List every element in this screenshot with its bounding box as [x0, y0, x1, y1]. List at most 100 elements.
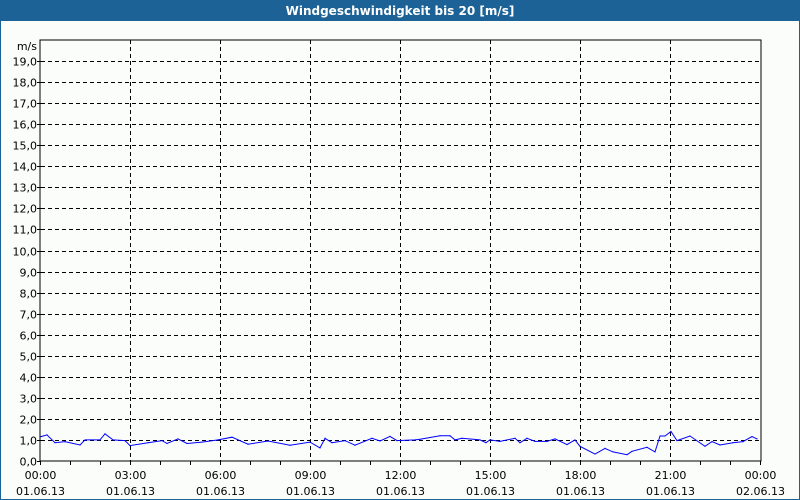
y-tick-label: 12,0	[13, 203, 38, 216]
data-point	[267, 440, 269, 442]
y-tick-label: 3,0	[20, 393, 38, 406]
x-tick-time: 03:00	[115, 469, 147, 482]
y-tick-label: 15,0	[13, 140, 38, 153]
data-point	[231, 436, 233, 438]
data-point	[574, 439, 576, 441]
data-point	[147, 442, 149, 444]
data-point	[54, 442, 56, 444]
x-tick-time: 00:00	[25, 469, 57, 482]
data-point	[612, 451, 614, 453]
data-point	[676, 439, 678, 442]
data-point	[526, 437, 528, 439]
x-tick-date: 01.06.13	[646, 485, 695, 498]
data-point	[309, 441, 311, 443]
data-point	[396, 439, 398, 442]
data-point	[711, 441, 713, 443]
data-point	[554, 438, 556, 440]
data-point	[732, 442, 734, 444]
y-tick-label: 6,0	[20, 330, 38, 343]
wind-speed-line	[40, 430, 758, 456]
data-point	[719, 444, 721, 446]
data-point	[389, 435, 391, 437]
data-point	[439, 435, 441, 437]
data-point	[344, 439, 346, 442]
data-point	[751, 435, 753, 438]
data-point	[379, 440, 381, 442]
x-tick-date: 01.06.13	[376, 485, 425, 498]
data-point	[129, 445, 131, 447]
data-point	[186, 442, 188, 445]
data-point	[217, 439, 219, 441]
data-point	[579, 445, 581, 447]
data-point	[201, 441, 203, 443]
data-point	[519, 442, 521, 444]
data-point	[479, 439, 481, 441]
x-tick-time: 12:00	[385, 469, 417, 482]
y-tick-label: 10,0	[13, 246, 38, 259]
data-point	[534, 440, 536, 443]
y-tick-label: 2,0	[20, 414, 38, 427]
x-tick-date: 01.06.13	[16, 485, 65, 498]
data-point	[594, 453, 596, 455]
y-tick-label: 17,0	[13, 98, 38, 111]
data-point	[161, 439, 163, 442]
y-axis-label: m/s	[17, 40, 37, 53]
data-point	[124, 439, 126, 442]
data-point	[419, 438, 421, 440]
data-point	[499, 440, 501, 443]
data-point	[324, 437, 326, 439]
data-point	[626, 454, 628, 456]
data-point	[414, 439, 416, 441]
y-tick-label: 5,0	[20, 351, 38, 364]
data-point	[604, 447, 606, 449]
x-tick-date: 02.06.13	[736, 485, 785, 498]
data-point	[654, 451, 656, 453]
y-tick-label: 19,0	[13, 56, 38, 69]
y-tick-label: 11,0	[13, 224, 38, 237]
x-tick-date: 01.06.13	[286, 485, 335, 498]
y-tick-label: 8,0	[20, 288, 38, 301]
x-tick-time: 15:00	[475, 469, 507, 482]
data-point	[99, 439, 101, 441]
y-tick-label: 14,0	[13, 161, 38, 174]
chart-title: Windgeschwindigkeit bis 20 [m/s]	[1, 1, 799, 21]
data-point	[289, 444, 291, 446]
data-point	[646, 446, 648, 448]
data-point	[354, 444, 356, 446]
data-point	[79, 444, 81, 446]
x-tick-time: 00:00	[745, 469, 777, 482]
data-point	[112, 439, 114, 441]
data-point	[177, 438, 179, 440]
y-tick-label: 7,0	[20, 309, 38, 322]
data-point	[331, 442, 333, 444]
x-tick-time: 18:00	[565, 469, 597, 482]
x-tick-date: 01.06.13	[556, 485, 605, 498]
data-point	[454, 439, 456, 441]
data-point	[485, 442, 487, 444]
data-point	[664, 435, 666, 437]
data-point	[84, 439, 86, 441]
y-tick-label: 18,0	[13, 77, 38, 90]
data-point	[247, 443, 249, 445]
data-point	[670, 430, 672, 433]
data-point	[319, 447, 321, 449]
x-tick-date: 01.06.13	[196, 485, 245, 498]
data-point	[371, 437, 373, 439]
data-point	[40, 435, 42, 438]
data-point	[64, 441, 66, 443]
data-point	[659, 435, 661, 437]
data-point	[631, 450, 633, 452]
y-tick-label: 16,0	[13, 119, 38, 132]
x-tick-time: 21:00	[655, 469, 687, 482]
data-point	[166, 442, 168, 445]
y-tick-label: 1,0	[20, 435, 38, 448]
data-point	[689, 435, 691, 437]
data-point	[461, 437, 463, 439]
data-point	[489, 439, 491, 441]
data-point	[756, 438, 758, 440]
y-tick-label: 0,0	[20, 456, 38, 469]
x-tick-date: 01.06.13	[106, 485, 155, 498]
x-tick-time: 06:00	[205, 469, 237, 482]
data-point	[449, 435, 451, 437]
